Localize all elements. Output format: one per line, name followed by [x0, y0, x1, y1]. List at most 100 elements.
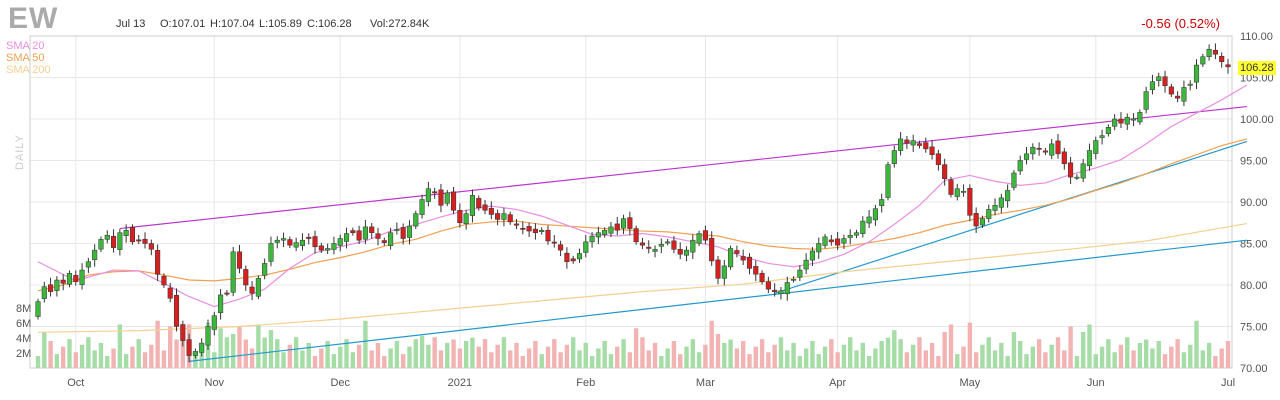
x-tick-label: Feb	[576, 377, 595, 389]
candle-body	[828, 239, 834, 243]
candle-body	[709, 237, 715, 262]
candle-body	[627, 217, 633, 229]
candle-body	[274, 239, 280, 243]
volume-bar	[822, 346, 828, 368]
volume-bar	[79, 344, 85, 368]
candle-body	[507, 214, 513, 223]
candle-body	[734, 250, 740, 254]
candle-body	[1105, 127, 1111, 134]
volume-bar	[955, 354, 960, 368]
volume-bar	[388, 348, 393, 368]
legend-sma200: SMA 200	[6, 64, 51, 76]
quote-high: H:107.04	[210, 18, 255, 30]
volume-bar	[659, 356, 664, 368]
candle-body	[123, 229, 129, 236]
ticker-symbol: EW	[8, 2, 59, 35]
volume-bar	[54, 354, 60, 368]
candle-body	[192, 351, 198, 356]
candle-body	[879, 199, 885, 206]
candle-body	[243, 269, 249, 286]
volume-bar	[67, 339, 72, 368]
candle-body	[350, 230, 356, 233]
candle-body	[898, 138, 904, 151]
trendline-lower-steep	[774, 140, 1248, 294]
volume-bar	[237, 326, 242, 368]
volume-bar	[967, 322, 973, 368]
volume-bar	[1175, 339, 1180, 368]
quote-low: L:105.89	[259, 18, 302, 30]
volume-bar	[615, 346, 620, 368]
candle-body	[142, 238, 148, 244]
volume-bar	[1150, 348, 1155, 368]
candle-body	[1193, 64, 1200, 83]
volume-bar	[841, 344, 847, 368]
candle-body	[646, 246, 652, 249]
volume-bar	[539, 354, 544, 368]
volume-bar	[854, 350, 859, 368]
volume-bar	[1125, 337, 1130, 368]
volume-bar	[564, 344, 570, 368]
x-tick-label: Apr	[829, 377, 846, 389]
volume-bar	[936, 356, 941, 368]
volume-bar	[212, 352, 217, 368]
candle-body	[167, 287, 173, 299]
candle-body	[1030, 146, 1036, 155]
volume-bar	[501, 337, 507, 368]
candle-body	[822, 236, 828, 246]
volume-bar	[684, 346, 689, 368]
candle-body	[520, 227, 526, 230]
candle-body	[161, 275, 167, 286]
candle-body	[1118, 118, 1124, 124]
candle-body	[501, 213, 507, 220]
volume-bar	[759, 339, 765, 368]
candle-body	[104, 234, 110, 240]
candle-body	[375, 233, 381, 239]
candle-body	[331, 243, 337, 250]
volume-bar	[445, 342, 450, 368]
volume-bar	[671, 341, 677, 368]
volume-bar	[312, 356, 318, 368]
volume-bar	[633, 328, 639, 368]
candle-body	[702, 230, 708, 241]
candle-body	[343, 233, 350, 242]
candle-body	[262, 263, 268, 276]
volume-bar	[829, 339, 834, 368]
candle-body	[583, 241, 589, 253]
volume-bar	[180, 332, 186, 368]
candle-body	[173, 295, 180, 327]
legend-sma20: SMA 20	[6, 40, 45, 52]
legend-sma50: SMA 50	[6, 52, 45, 64]
candle-body	[746, 256, 753, 269]
volume-bar	[1099, 346, 1105, 368]
volume-bar	[363, 320, 368, 368]
volume-bar	[999, 342, 1004, 368]
candle-body	[205, 326, 211, 346]
candle-body	[438, 189, 444, 206]
volume-bar	[1106, 339, 1111, 368]
volume-bar	[199, 346, 204, 368]
y-tick-label: 90.00	[1240, 197, 1268, 209]
candle-body	[1124, 117, 1130, 125]
volume-bar	[589, 356, 595, 368]
candle-body	[759, 272, 765, 282]
volume-bar	[545, 346, 551, 368]
volume-bar	[1206, 342, 1212, 368]
quote-close: C:106.28	[307, 18, 352, 30]
volume-bar	[111, 348, 116, 368]
volume-bar	[1043, 352, 1048, 368]
candle-body	[658, 244, 664, 247]
candle-body	[451, 191, 457, 211]
volume-bar	[42, 332, 47, 368]
candle-body	[1143, 91, 1149, 110]
candle-body	[236, 251, 243, 269]
candle-body	[180, 324, 186, 341]
volume-bar	[508, 350, 513, 368]
volume-bar	[482, 339, 488, 368]
volume-bar	[1024, 354, 1029, 368]
candle-body	[671, 240, 677, 250]
volume-bar	[1055, 337, 1061, 368]
volume-bar	[1181, 352, 1187, 368]
candle-body	[1036, 147, 1042, 150]
candle-body	[1149, 81, 1155, 90]
x-tick-label: May	[959, 377, 980, 389]
